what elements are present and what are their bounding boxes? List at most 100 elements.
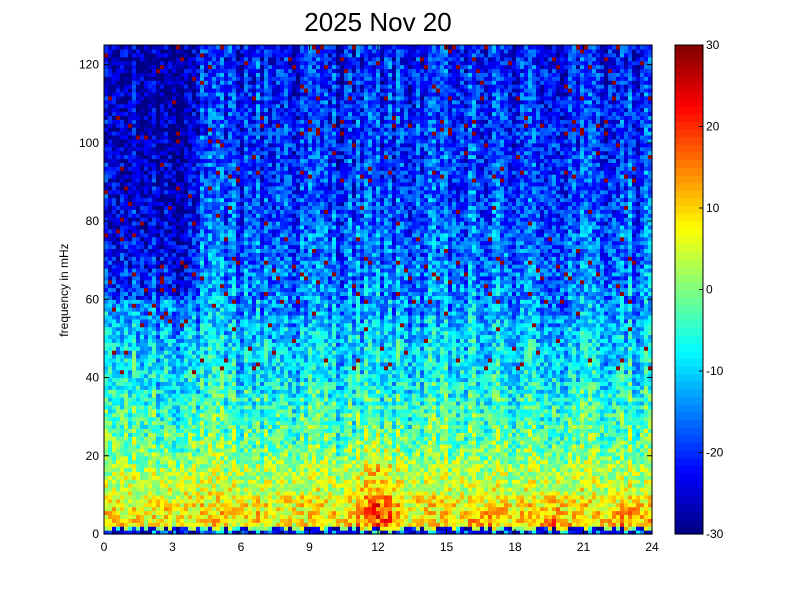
heatmap-cell xyxy=(140,291,145,296)
heatmap-cell xyxy=(228,60,233,66)
heatmap-cell xyxy=(120,361,125,367)
heatmap-cell xyxy=(180,408,185,414)
heatmap-cell xyxy=(216,361,221,367)
heatmap-cell xyxy=(144,185,149,191)
heatmap-cell xyxy=(184,107,189,113)
heatmap-cell xyxy=(172,52,177,58)
heatmap-cell xyxy=(216,88,221,93)
heatmap-cell xyxy=(216,510,221,516)
heatmap-cell xyxy=(140,80,145,85)
heatmap-cell xyxy=(116,170,121,175)
heatmap-cell xyxy=(164,138,169,144)
heatmap-cell xyxy=(240,107,245,113)
heatmap-cell xyxy=(248,170,253,175)
heatmap-cell xyxy=(204,361,209,367)
heatmap-cell xyxy=(200,91,205,97)
heatmap-cell xyxy=(228,342,233,347)
heatmap-cell xyxy=(216,138,221,144)
heatmap-cell xyxy=(260,95,265,101)
heatmap-cell xyxy=(172,123,177,128)
heatmap-cell xyxy=(228,244,233,250)
heatmap-cell xyxy=(228,158,233,163)
heatmap-cell xyxy=(156,514,161,519)
heatmap-cell xyxy=(128,350,133,355)
heatmap-cell xyxy=(152,197,157,203)
heatmap-cell xyxy=(136,197,141,203)
heatmap-cell xyxy=(104,436,109,441)
heatmap-cell xyxy=(180,526,185,531)
heatmap-cell xyxy=(232,377,237,383)
heatmap-cell xyxy=(244,350,249,355)
heatmap-cell xyxy=(256,174,261,179)
heatmap-cell xyxy=(232,80,237,85)
heatmap-cell xyxy=(160,420,165,426)
heatmap-cell xyxy=(144,80,149,85)
heatmap-cell xyxy=(256,357,261,363)
heatmap-cell xyxy=(140,530,145,535)
heatmap-cell xyxy=(132,420,137,426)
heatmap-cell xyxy=(200,326,205,332)
heatmap-cell xyxy=(204,193,209,199)
heatmap-cell xyxy=(196,283,201,289)
heatmap-cell xyxy=(256,197,261,203)
heatmap-cell xyxy=(152,162,157,167)
heatmap-cell xyxy=(168,158,173,163)
heatmap-cell xyxy=(232,381,237,386)
heatmap-cell xyxy=(160,80,165,85)
heatmap-cell xyxy=(160,127,165,132)
heatmap-cell xyxy=(128,334,133,339)
heatmap-cell xyxy=(256,166,261,171)
heatmap-cell xyxy=(124,76,129,81)
heatmap-cell xyxy=(204,342,209,347)
heatmap-cell xyxy=(248,314,253,320)
heatmap-cell xyxy=(164,45,169,50)
heatmap-cell xyxy=(164,357,169,363)
heatmap-cell xyxy=(180,365,185,371)
heatmap-cell xyxy=(248,174,253,179)
heatmap-cell xyxy=(256,498,261,504)
heatmap-cell xyxy=(208,267,213,273)
heatmap-cell xyxy=(196,436,201,441)
heatmap-cell xyxy=(164,311,169,316)
heatmap-cell xyxy=(124,174,129,179)
heatmap-cell xyxy=(120,64,125,70)
heatmap-cell xyxy=(168,99,173,105)
heatmap-cell xyxy=(196,322,201,328)
heatmap-cell xyxy=(220,436,225,441)
heatmap-cell xyxy=(128,271,133,277)
heatmap-cell xyxy=(144,52,149,58)
heatmap-cell xyxy=(252,322,257,328)
heatmap-cell xyxy=(164,256,169,261)
heatmap-cell xyxy=(196,334,201,339)
heatmap-cell xyxy=(104,393,109,398)
heatmap-cell xyxy=(156,498,161,504)
heatmap-cell xyxy=(204,400,209,406)
heatmap-cell xyxy=(220,322,225,328)
heatmap-cell xyxy=(140,322,145,328)
heatmap-cell xyxy=(136,479,141,484)
heatmap-cell xyxy=(156,252,161,257)
heatmap-cell xyxy=(148,201,153,206)
heatmap-cell xyxy=(200,158,205,163)
heatmap-cell xyxy=(200,123,205,128)
heatmap-cell xyxy=(156,506,161,512)
heatmap-cell xyxy=(188,330,193,336)
heatmap-cell xyxy=(128,436,133,441)
heatmap-cell xyxy=(204,134,209,140)
heatmap-cell xyxy=(164,436,169,441)
heatmap-cell xyxy=(196,107,201,113)
heatmap-cell xyxy=(228,205,233,210)
heatmap-cell xyxy=(240,189,245,195)
heatmap-cell xyxy=(144,357,149,363)
heatmap-cell xyxy=(204,111,209,117)
heatmap-cell xyxy=(220,338,225,343)
heatmap-cell xyxy=(132,154,137,160)
heatmap-cell xyxy=(184,377,189,383)
heatmap-cell xyxy=(212,201,217,206)
heatmap-cell xyxy=(212,510,217,516)
heatmap-cell xyxy=(220,205,225,210)
heatmap-cell xyxy=(256,134,261,140)
heatmap-cell xyxy=(168,357,173,363)
heatmap-cell xyxy=(164,72,169,77)
heatmap-cell xyxy=(108,224,113,230)
